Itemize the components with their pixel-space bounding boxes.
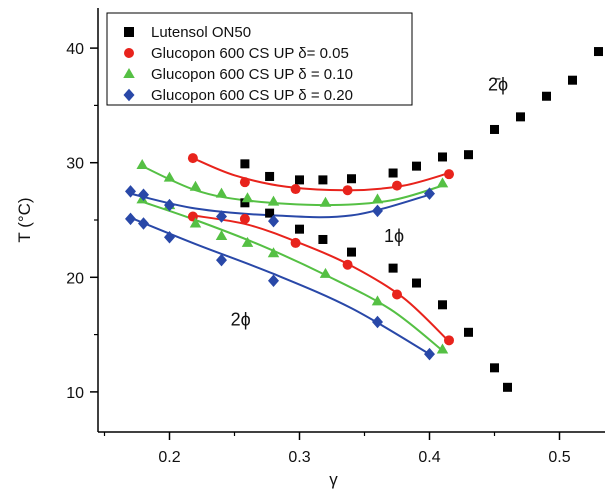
x-tick-label: 0.2: [158, 449, 180, 466]
data-point-series-0: [347, 247, 356, 257]
data-point-series-2: [189, 180, 202, 191]
data-point-series-1: [239, 177, 250, 188]
data-point-series-0: [464, 150, 473, 160]
data-point-series-3: [164, 230, 175, 244]
data-point-series-3: [424, 347, 435, 361]
data-point-series-0: [503, 382, 512, 392]
data-point-series-0: [265, 208, 275, 218]
x-tick-label: 0.3: [288, 449, 310, 466]
data-point-series-2: [189, 217, 202, 228]
data-point-series-2: [267, 247, 280, 258]
data-point-series-1: [392, 180, 402, 191]
phase-label: 2̄ϕ: [488, 75, 508, 95]
data-point-series-2: [371, 193, 384, 204]
y-tick-label: 10: [66, 385, 84, 402]
data-points-layer: [125, 47, 603, 392]
data-point-series-1: [392, 289, 402, 300]
data-point-series-2: [436, 343, 449, 354]
phase-label: 1ϕ: [384, 226, 404, 246]
data-point-series-0: [388, 263, 398, 273]
data-point-series-2: [267, 195, 280, 206]
data-point-series-0: [318, 234, 328, 244]
data-point-series-1: [290, 237, 301, 248]
data-point-series-3: [372, 204, 383, 218]
y-axis-title: T (°C): [15, 197, 34, 242]
y-tick-label: 40: [66, 41, 84, 58]
data-point-series-3: [372, 315, 383, 329]
y-tick-label: 30: [66, 156, 84, 173]
data-point-series-1: [239, 213, 250, 224]
data-point-series-0: [438, 300, 447, 310]
data-point-series-2: [215, 187, 228, 198]
data-point-series-3: [164, 198, 175, 212]
data-point-series-1: [187, 153, 198, 164]
data-point-series-0: [438, 152, 447, 162]
legend-marker: [124, 27, 134, 37]
data-point-series-3: [125, 212, 136, 226]
legend-items: Lutensol ON50 Glucopon 600 CS UP δ= 0.05 G…: [123, 24, 353, 104]
data-point-series-1: [342, 185, 353, 196]
data-point-series-2: [319, 196, 332, 207]
data-point-series-2: [215, 230, 228, 241]
data-point-series-2: [241, 236, 254, 247]
data-point-series-0: [568, 75, 577, 85]
phase-label: 2ϕ: [231, 309, 251, 329]
data-point-series-0: [464, 327, 473, 337]
data-point-series-0: [412, 161, 421, 171]
data-point-series-3: [216, 253, 227, 267]
axes: 0.2 0.3 0.4 0.5 10 20 30 40: [66, 8, 605, 466]
x-tick-label: 0.5: [548, 449, 570, 466]
data-point-series-3: [424, 187, 435, 200]
legend-entry-label: Lutensol ON50: [151, 24, 251, 41]
data-point-series-3: [138, 188, 149, 202]
data-point-series-2: [136, 158, 148, 169]
data-point-series-0: [388, 168, 398, 178]
data-point-series-0: [490, 124, 499, 134]
data-point-series-3: [268, 214, 279, 228]
data-point-series-2: [163, 171, 176, 182]
data-point-series-1: [342, 259, 353, 270]
data-point-series-0: [295, 224, 304, 234]
data-point-series-1: [444, 335, 454, 346]
legend-marker: [123, 68, 135, 78]
data-point-series-0: [347, 174, 356, 184]
legend-entry-label: Glucopon 600 CS UP δ= 0.05: [151, 45, 349, 62]
data-point-series-3: [125, 185, 136, 198]
data-point-series-2: [241, 192, 254, 203]
phase-region-labels: 2̄ϕ 1ϕ 2ϕ: [231, 75, 508, 330]
legend-marker: [123, 88, 135, 102]
data-point-series-1: [290, 184, 301, 195]
data-point-series-0: [594, 47, 603, 57]
fit-curve-upper-series-1: [192, 157, 450, 192]
data-point-series-0: [516, 112, 525, 122]
axis-ticks: 0.2 0.3 0.4 0.5 10 20 30 40: [66, 41, 571, 466]
data-point-series-2: [319, 267, 332, 278]
data-point-series-0: [295, 175, 304, 185]
data-point-series-1: [444, 169, 454, 180]
legend-entry-label: Glucopon 600 CS UP δ = 0.20: [151, 87, 353, 104]
legend-marker: [124, 48, 134, 58]
legend-entry-label: Glucopon 600 CS UP δ = 0.10: [151, 66, 353, 83]
data-point-series-3: [138, 217, 149, 230]
data-point-series-0: [240, 159, 250, 169]
data-point-series-0: [240, 198, 250, 208]
data-point-series-2: [371, 295, 384, 306]
fit-curve-lower-series-1: [192, 214, 450, 343]
data-point-series-0: [265, 171, 275, 181]
data-point-series-3: [216, 210, 227, 223]
fit-curve-lower-series-2: [141, 200, 444, 352]
x-tick-label: 0.4: [418, 449, 440, 466]
legend: Lutensol ON50 Glucopon 600 CS UP δ= 0.05 G…: [106, 12, 413, 106]
y-tick-label: 20: [66, 270, 84, 287]
data-point-series-0: [542, 91, 551, 101]
legend-box: [106, 12, 413, 106]
x-axis-title: γ: [329, 470, 338, 489]
data-point-series-3: [268, 274, 279, 287]
data-point-series-0: [412, 278, 421, 288]
data-point-series-0: [490, 363, 499, 373]
data-point-series-2: [436, 177, 449, 188]
data-point-series-0: [318, 175, 328, 185]
